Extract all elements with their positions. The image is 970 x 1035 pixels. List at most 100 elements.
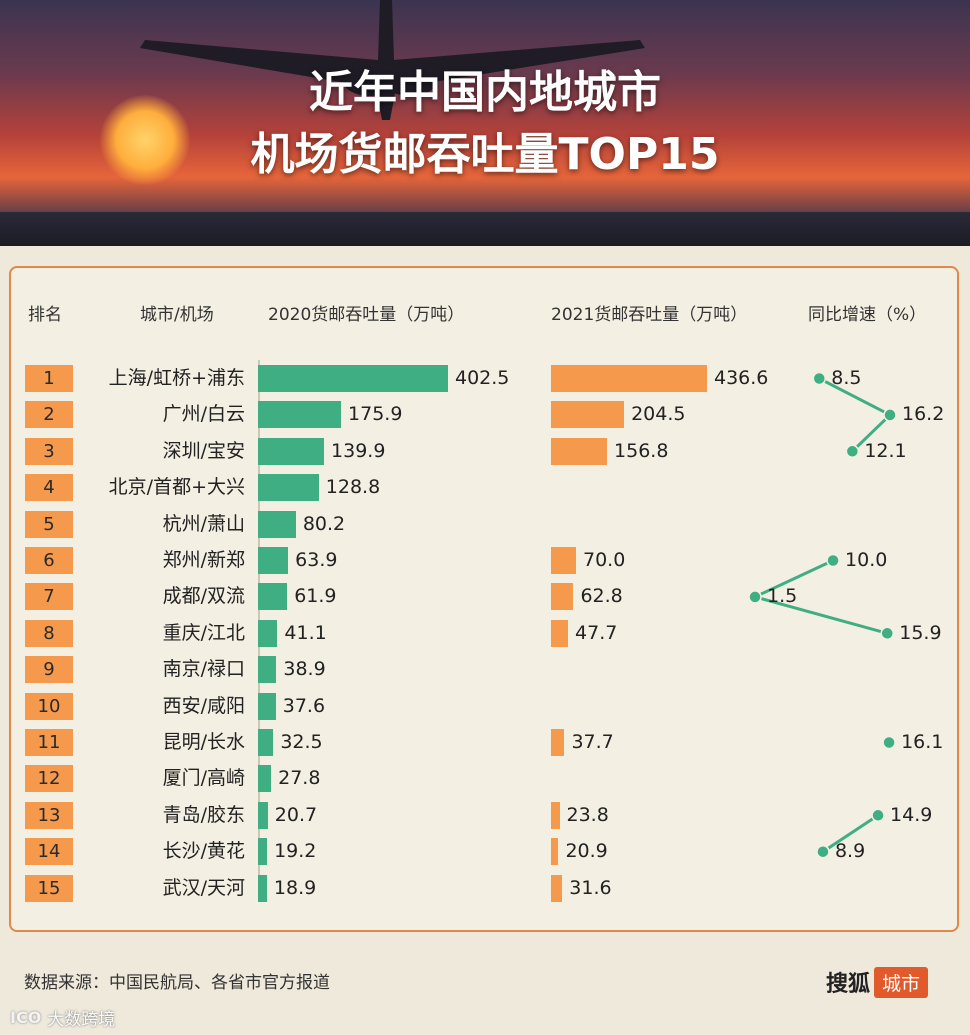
rank-badge: 2 [25, 401, 73, 429]
horizon-ground [0, 212, 970, 246]
growth-point [826, 553, 840, 568]
watermark: ICO 大数跨境 [10, 1005, 115, 1030]
bar-2021 [551, 619, 569, 647]
value-2020: 19.2 [274, 840, 317, 863]
city-label: 西安/咸阳 [162, 694, 245, 717]
sohu-brand: 搜狐 城市 [826, 966, 929, 998]
value-2021: 70.0 [583, 549, 626, 571]
value-2020: 20.7 [274, 803, 318, 826]
bar-2020 [258, 583, 288, 611]
value-2020: 37.6 [282, 694, 326, 717]
value-2020: 27.8 [278, 767, 321, 790]
header-rank: 排名 [28, 305, 62, 325]
city-label: 杭州/萧山 [162, 512, 245, 535]
bar-2021 [551, 874, 563, 902]
rank-badge: 15 [25, 874, 73, 902]
city-label: 郑州/新郑 [162, 549, 245, 571]
bar-2021 [551, 838, 559, 866]
rank-badge: 5 [25, 510, 73, 538]
bar-2021 [551, 583, 574, 611]
hero-banner: 近年中国内地城市 机场货邮吞吐量TOP15 [0, 0, 970, 246]
growth-point [883, 408, 897, 422]
bar-2020 [258, 474, 319, 502]
rank-badge: 12 [25, 765, 73, 793]
growth-value-label: 16.1 [901, 731, 944, 753]
rank-badge: 14 [25, 838, 73, 866]
bar-2021 [551, 401, 625, 429]
page-title: 近年中国内地城市 机场货邮吞吐量TOP15 [0, 62, 970, 186]
value-2021: 156.8 [614, 439, 669, 462]
bar-2020 [258, 801, 268, 829]
header-2020: 2020货邮吞吐量（万吨） [268, 305, 465, 325]
bar-2020 [258, 838, 268, 866]
value-2020: 175.9 [348, 403, 403, 426]
growth-point [812, 371, 827, 386]
value-2020: 80.2 [302, 512, 346, 535]
value-2020: 128.8 [325, 476, 381, 499]
value-2021: 37.7 [571, 731, 614, 753]
growth-value-label: 15.9 [899, 621, 942, 644]
bar-2021 [551, 801, 560, 829]
growth-line-segment [818, 377, 891, 417]
bar-2020 [258, 692, 276, 720]
rank-badge: 1 [25, 365, 73, 392]
title-line-2: 机场货邮吞吐量TOP15 [250, 129, 720, 180]
watermark-logo: ICO [10, 1008, 42, 1027]
city-label: 重庆/江北 [162, 621, 245, 644]
bar-2020 [258, 765, 272, 793]
data-source: 数据来源：中国民航局、各省市官方报道 [24, 973, 330, 993]
header-city: 城市/机场 [140, 305, 214, 325]
city-label: 上海/虹桥+浦东 [108, 367, 245, 389]
rank-badge: 9 [25, 656, 73, 684]
title-line-1: 近年中国内地城市 [309, 67, 661, 118]
growth-point [882, 735, 896, 750]
rank-badge: 3 [25, 437, 73, 465]
bar-2020 [258, 656, 277, 684]
value-2020: 402.5 [455, 367, 510, 389]
growth-value-label: 16.2 [902, 403, 945, 426]
growth-point [816, 844, 830, 859]
bar-2020 [258, 437, 325, 465]
growth-line-segment [851, 413, 892, 453]
value-2021: 62.8 [580, 585, 623, 608]
city-label: 广州/白云 [162, 403, 245, 426]
chart-panel [9, 266, 959, 932]
city-label: 长沙/黄花 [162, 840, 245, 863]
city-label: 南京/禄口 [162, 658, 245, 681]
value-2020: 139.9 [331, 439, 386, 462]
rank-badge: 6 [25, 547, 73, 574]
value-2020: 41.1 [284, 621, 327, 644]
header-2021: 2021货邮吞吐量（万吨） [551, 305, 748, 325]
value-2020: 63.9 [295, 549, 338, 571]
rank-badge: 10 [25, 692, 73, 720]
growth-point [748, 590, 762, 604]
city-label: 深圳/宝安 [162, 439, 245, 462]
value-2021: 20.9 [565, 840, 608, 863]
growth-value-label: 8.5 [831, 367, 862, 389]
sunset-sun [100, 95, 190, 185]
brand-tag: 城市 [874, 966, 929, 998]
bar-2020 [258, 401, 342, 429]
bar-2020 [258, 874, 267, 902]
value-2020: 18.9 [273, 876, 317, 899]
watermark-text: 大数跨境 [47, 1010, 116, 1030]
city-label: 青岛/胶东 [162, 803, 245, 826]
bar-2020 [258, 619, 278, 647]
growth-point [871, 808, 885, 823]
value-2020: 38.9 [283, 658, 326, 681]
value-2021: 204.5 [631, 403, 686, 426]
growth-value-label: 8.9 [834, 840, 866, 863]
value-2021: 436.6 [714, 367, 769, 389]
rank-badge: 11 [25, 729, 73, 756]
bar-2021 [551, 437, 608, 465]
growth-value-label: 12.1 [864, 439, 907, 462]
value-2020: 32.5 [280, 731, 323, 753]
header-growth: 同比增速（%） [808, 305, 927, 325]
value-2020: 61.9 [294, 585, 337, 608]
growth-line-segment [754, 595, 888, 635]
growth-line-segment [822, 814, 879, 853]
growth-value-label: 1.5 [767, 585, 798, 608]
growth-point [845, 444, 860, 459]
growth-line-segment [754, 559, 834, 599]
value-2021: 31.6 [569, 876, 612, 899]
